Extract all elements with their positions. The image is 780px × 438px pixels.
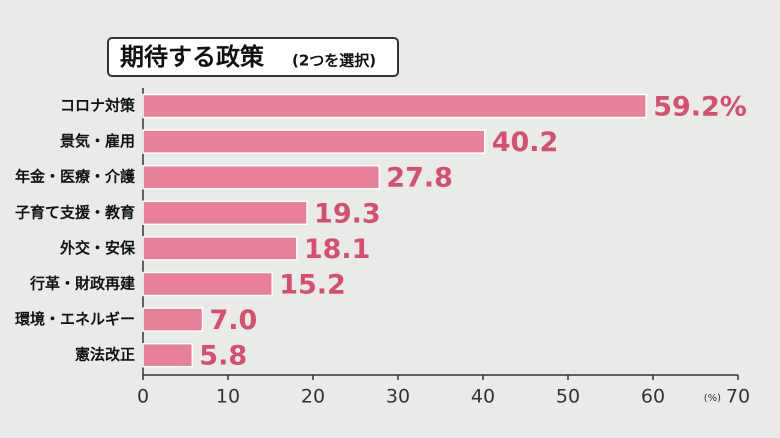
x-tick-label: 20: [301, 386, 325, 408]
x-tick-label: 0: [137, 386, 149, 408]
bar: [142, 307, 204, 332]
chart-subtitle: (2つを選択): [292, 52, 376, 70]
x-tick-label: 60: [641, 386, 665, 408]
category-label: 行革・財政再建: [29, 275, 136, 293]
value-label: 27.8: [386, 163, 453, 194]
value-label: 40.2: [492, 127, 559, 158]
bar: [142, 129, 486, 154]
category-label: 子育て支援・教育: [15, 203, 135, 221]
value-label: 15.2: [279, 270, 346, 301]
x-tick-label: 10: [216, 386, 240, 408]
category-label: 憲法改正: [74, 346, 135, 364]
chart-title: 期待する政策: [120, 43, 265, 71]
bar: [142, 200, 308, 226]
value-label: 59.2%: [653, 92, 747, 123]
x-tick-label: 70: [726, 386, 750, 408]
category-label: 景気・雇用: [60, 132, 135, 150]
x-axis-unit: (%): [704, 393, 721, 404]
x-tick-label: 50: [556, 386, 580, 408]
category-label: 外交・安保: [59, 239, 136, 257]
value-label: 5.8: [199, 341, 247, 372]
category-label: コロナ対策: [60, 97, 136, 115]
category-label: 年金・医療・介護: [15, 168, 136, 186]
title-box: [107, 37, 399, 77]
value-label: 7.0: [210, 305, 258, 336]
bar: [142, 164, 381, 190]
x-tick-label: 40: [471, 386, 495, 408]
bar: [142, 271, 273, 297]
value-label: 18.1: [304, 234, 371, 265]
bar: [142, 236, 298, 261]
value-label: 19.3: [314, 198, 381, 229]
bar: [142, 93, 647, 119]
bar: [142, 342, 194, 368]
category-label: 環境・エネルギー: [15, 310, 135, 328]
x-tick-label: 30: [386, 386, 410, 408]
